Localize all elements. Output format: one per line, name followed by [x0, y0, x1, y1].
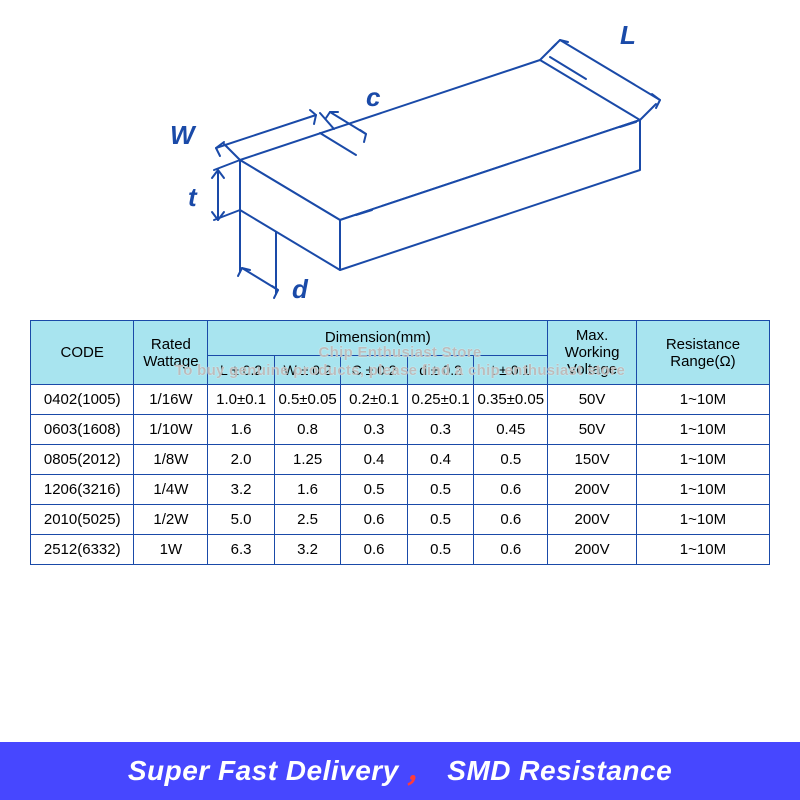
footer-banner: Super Fast Delivery ， SMD Resistance	[0, 742, 800, 800]
table-cell: 0.6	[341, 535, 408, 565]
table-cell: 150V	[548, 445, 637, 475]
table-cell: 0.4	[341, 445, 408, 475]
table-cell: 0.6	[341, 505, 408, 535]
table-cell: 0805(2012)	[31, 445, 134, 475]
col-L: L ± 0.2	[208, 355, 275, 384]
table-row: 0402(1005)1/16W1.0±0.10.5±0.050.2±0.10.2…	[31, 385, 770, 415]
table-cell: 1~10M	[636, 535, 769, 565]
table-cell: 1.6	[274, 475, 341, 505]
table-cell: 1/16W	[134, 385, 208, 415]
col-voltage: Max. Working Voltage	[548, 321, 637, 385]
label-c: c	[366, 82, 381, 112]
table-cell: 3.2	[208, 475, 275, 505]
table-cell: 1/10W	[134, 415, 208, 445]
table-cell: 0.5	[407, 505, 474, 535]
table-row: 1206(3216)1/4W3.21.60.50.50.6200V1~10M	[31, 475, 770, 505]
table-cell: 0.2±0.1	[341, 385, 408, 415]
table-row: 2512(6332)1W6.33.20.60.50.6200V1~10M	[31, 535, 770, 565]
table-cell: 50V	[548, 385, 637, 415]
component-diagram: L c W t d	[120, 20, 680, 310]
table-cell: 6.3	[208, 535, 275, 565]
col-dimension: Dimension(mm)	[208, 321, 548, 356]
col-C: C ± 0.2	[341, 355, 408, 384]
footer-right: SMD Resistance	[447, 755, 672, 787]
table-cell: 0.5±0.05	[274, 385, 341, 415]
table-cell: 1~10M	[636, 445, 769, 475]
table-cell: 200V	[548, 535, 637, 565]
table-cell: 0.25±0.1	[407, 385, 474, 415]
table-cell: 0.4	[407, 445, 474, 475]
table-cell: 0.5	[341, 475, 408, 505]
table-cell: 1W	[134, 535, 208, 565]
table-cell: 0.3	[341, 415, 408, 445]
col-W: W ± 0.2	[274, 355, 341, 384]
table-row: 0805(2012)1/8W2.01.250.40.40.5150V1~10M	[31, 445, 770, 475]
table-cell: 1.25	[274, 445, 341, 475]
label-W: W	[170, 120, 197, 150]
col-wattage: Rated Wattage	[134, 321, 208, 385]
footer-left: Super Fast Delivery	[128, 755, 399, 787]
table-cell: 0.3	[407, 415, 474, 445]
table-cell: 200V	[548, 475, 637, 505]
label-L: L	[620, 20, 636, 50]
diagram-area: L c W t d	[30, 20, 770, 310]
table-cell: 0.5	[407, 475, 474, 505]
header-row-top: CODE Rated Wattage Dimension(mm) Max. Wo…	[31, 321, 770, 356]
table-cell: 1/2W	[134, 505, 208, 535]
table-cell: 1~10M	[636, 475, 769, 505]
footer-comma: ，	[405, 751, 434, 791]
table-cell: 0.6	[474, 475, 548, 505]
table-cell: 0.35±0.05	[474, 385, 548, 415]
col-d: d ± 0.2	[407, 355, 474, 384]
table-cell: 1/4W	[134, 475, 208, 505]
table-cell: 0.5	[407, 535, 474, 565]
table-cell: 50V	[548, 415, 637, 445]
table-cell: 5.0	[208, 505, 275, 535]
table-cell: 2010(5025)	[31, 505, 134, 535]
col-range: Resistance Range(Ω)	[636, 321, 769, 385]
table-head: CODE Rated Wattage Dimension(mm) Max. Wo…	[31, 321, 770, 385]
label-t: t	[188, 182, 198, 212]
table-cell: 1206(3216)	[31, 475, 134, 505]
table-cell: 1.0±0.1	[208, 385, 275, 415]
table-row: 2010(5025)1/2W5.02.50.60.50.6200V1~10M	[31, 505, 770, 535]
table-row: 0603(1608)1/10W1.60.80.30.30.4550V1~10M	[31, 415, 770, 445]
col-code: CODE	[31, 321, 134, 385]
table-cell: 0.5	[474, 445, 548, 475]
table-cell: 200V	[548, 505, 637, 535]
table-cell: 3.2	[274, 535, 341, 565]
table-cell: 1~10M	[636, 385, 769, 415]
table-cell: 0.8	[274, 415, 341, 445]
table-cell: 1~10M	[636, 505, 769, 535]
content-area: L c W t d Chip Enthusiast Store To buy g…	[0, 0, 800, 742]
table-cell: 0.6	[474, 505, 548, 535]
label-d: d	[292, 274, 309, 304]
col-t: t ± 0.1	[474, 355, 548, 384]
table-cell: 1.6	[208, 415, 275, 445]
table-cell: 1~10M	[636, 415, 769, 445]
table-cell: 0603(1608)	[31, 415, 134, 445]
table-cell: 2.0	[208, 445, 275, 475]
table-cell: 2.5	[274, 505, 341, 535]
table-cell: 0.45	[474, 415, 548, 445]
table-cell: 1/8W	[134, 445, 208, 475]
spec-table: CODE Rated Wattage Dimension(mm) Max. Wo…	[30, 320, 770, 565]
table-cell: 2512(6332)	[31, 535, 134, 565]
table-body: 0402(1005)1/16W1.0±0.10.5±0.050.2±0.10.2…	[31, 385, 770, 565]
table-cell: 0.6	[474, 535, 548, 565]
table-cell: 0402(1005)	[31, 385, 134, 415]
